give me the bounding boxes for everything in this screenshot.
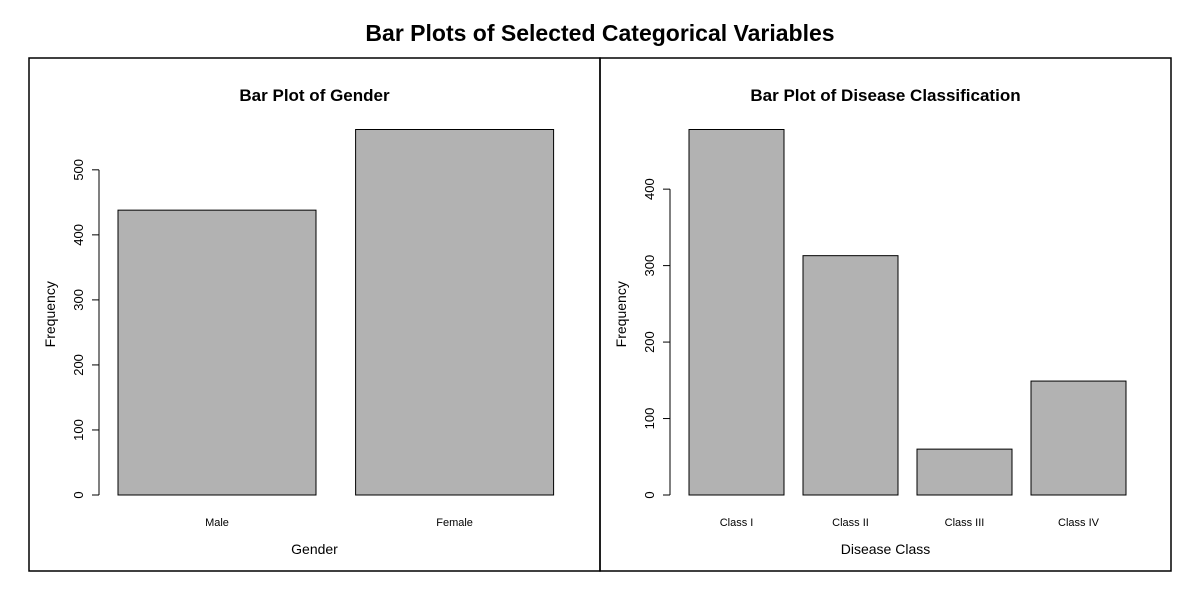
bar-class-iii bbox=[916, 448, 1013, 496]
y-tick-label: 300 bbox=[642, 255, 657, 277]
bar-class-ii bbox=[802, 255, 899, 496]
y-axis-label: Frequency bbox=[613, 281, 629, 347]
bar-female bbox=[355, 129, 555, 496]
y-tick-label: 400 bbox=[642, 178, 657, 200]
category-label: Class III bbox=[945, 517, 985, 529]
panel-title: Bar Plot of Gender bbox=[239, 86, 390, 105]
y-tick-label: 400 bbox=[71, 224, 86, 246]
y-tick-label: 100 bbox=[71, 419, 86, 441]
x-axis-label: Gender bbox=[291, 541, 338, 557]
category-label: Class IV bbox=[1058, 517, 1100, 529]
y-tick-label: 500 bbox=[71, 159, 86, 181]
category-label: Male bbox=[205, 517, 229, 529]
y-tick-label: 300 bbox=[71, 289, 86, 311]
y-tick-label: 200 bbox=[642, 331, 657, 353]
panel-frame bbox=[599, 57, 1172, 572]
y-tick-label: 100 bbox=[642, 408, 657, 430]
y-tick-label: 200 bbox=[71, 354, 86, 376]
figure-title: Bar Plots of Selected Categorical Variab… bbox=[365, 20, 834, 46]
category-label: Class I bbox=[720, 517, 754, 529]
bar-class-iv bbox=[1030, 380, 1127, 496]
category-label: Female bbox=[436, 517, 473, 529]
chart-panel-2: Bar Plot of Disease Classification Class … bbox=[599, 57, 1172, 572]
chart-panel-1: Bar Plot of Gender Male Female 0 100 200 300 40… bbox=[28, 57, 601, 572]
panels: Bar Plot of Gender Male Female 0 100 200 300 40… bbox=[28, 57, 1172, 572]
bar-male bbox=[117, 209, 317, 496]
y-axis-label: Frequency bbox=[42, 281, 58, 347]
bar-class-i bbox=[688, 129, 785, 496]
y-tick-label: 0 bbox=[71, 491, 86, 498]
y-tick-label: 0 bbox=[642, 491, 657, 498]
panel-title: Bar Plot of Disease Classification bbox=[750, 86, 1020, 105]
category-label: Class II bbox=[832, 517, 869, 529]
x-axis-label: Disease Class bbox=[841, 541, 930, 557]
